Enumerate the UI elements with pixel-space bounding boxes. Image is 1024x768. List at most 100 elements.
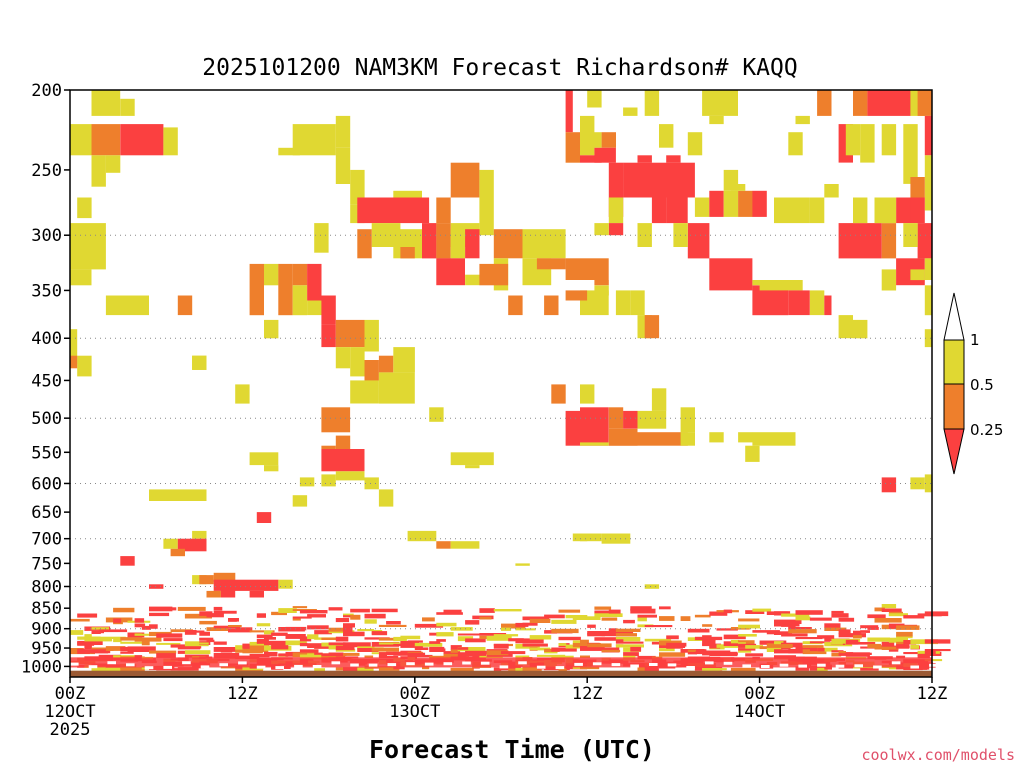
- low-level-streak: [824, 627, 847, 631]
- low-level-streak: [84, 634, 92, 639]
- y-tick-label: 800: [31, 577, 62, 597]
- low-level-streak: [343, 627, 353, 633]
- low-level-streak: [264, 651, 278, 657]
- low-level-streak: [465, 638, 486, 643]
- near-surface-gap: [350, 663, 359, 667]
- low-level-streak: [831, 613, 849, 618]
- low-level-streak: [745, 610, 765, 614]
- low-level-streak: [256, 613, 266, 618]
- heatmap-cell: [608, 407, 624, 429]
- heatmap-cell: [594, 280, 609, 286]
- low-level-streak: [781, 644, 793, 649]
- low-level-streak: [228, 625, 242, 628]
- heatmap-cell: [924, 285, 932, 316]
- low-level-streak: [465, 620, 480, 625]
- heatmap-cell: [163, 538, 178, 549]
- low-level-streak: [493, 667, 502, 673]
- low-level-streak: [896, 635, 913, 639]
- heatmap-cell: [881, 124, 897, 156]
- low-level-streak: [149, 650, 177, 654]
- heatmap-cell: [321, 324, 336, 348]
- heatmap-cell: [903, 124, 918, 184]
- low-level-streak: [594, 613, 623, 617]
- low-level-streak: [77, 650, 90, 654]
- heatmap-cell: [335, 147, 351, 184]
- low-level-streak: [752, 630, 780, 633]
- heatmap-cell: [565, 290, 588, 301]
- heatmap-cells: [70, 90, 932, 609]
- heatmap-cell: [709, 190, 724, 217]
- low-level-streak: [903, 640, 917, 645]
- low-level-streak: [350, 614, 361, 620]
- low-level-streaks: [70, 606, 951, 677]
- low-level-streak: [371, 647, 399, 652]
- low-level-streak: [364, 655, 374, 658]
- low-level-streak: [896, 644, 910, 649]
- heatmap-cell: [910, 477, 925, 490]
- heatmap-cell: [594, 223, 609, 236]
- heatmap-cell: [580, 442, 609, 446]
- heatmap-cell: [881, 604, 897, 609]
- heatmap-cell: [292, 285, 308, 316]
- low-level-streak: [285, 634, 306, 639]
- heatmap-cell: [249, 263, 264, 316]
- low-level-streak: [853, 652, 872, 655]
- heatmap-cell: [70, 223, 106, 270]
- heatmap-cell: [630, 290, 645, 316]
- heatmap-cell: [608, 223, 624, 236]
- low-level-streak: [522, 622, 538, 626]
- heatmap-cell: [745, 445, 760, 462]
- heatmap-cell: [105, 155, 121, 173]
- low-level-streak: [888, 613, 908, 617]
- heatmap-cell: [723, 190, 739, 217]
- low-level-streak: [817, 666, 828, 672]
- low-level-streak: [615, 644, 644, 648]
- heatmap-cell: [838, 315, 853, 339]
- low-level-streak: [105, 667, 130, 672]
- low-level-streak: [637, 666, 649, 672]
- low-level-streak: [235, 647, 244, 650]
- low-level-streak: [120, 641, 145, 644]
- low-level-streak: [264, 640, 291, 646]
- x-tick-label: 00Z: [55, 684, 86, 704]
- low-level-streak: [371, 631, 388, 636]
- near-surface-gap: [499, 665, 509, 669]
- low-level-streak: [896, 641, 905, 646]
- low-level-streak: [98, 654, 122, 658]
- low-level-streak: [522, 666, 542, 671]
- y-tick-label: 600: [31, 474, 62, 494]
- low-level-streak: [400, 635, 421, 640]
- low-level-streak: [508, 666, 521, 669]
- low-level-streak: [120, 667, 145, 672]
- x-tick-label: 2025: [50, 720, 91, 740]
- heatmap-cell: [615, 290, 631, 316]
- low-level-streak: [77, 641, 95, 646]
- x-tick-label: 12Z: [572, 684, 603, 704]
- heatmap-cell: [479, 263, 509, 286]
- low-level-streak: [651, 641, 662, 645]
- low-level-streak: [170, 629, 193, 633]
- low-level-streak: [77, 648, 85, 652]
- heatmap-cell: [450, 162, 480, 198]
- low-level-streak: [558, 643, 567, 646]
- low-level-streak: [637, 616, 647, 622]
- low-level-streak: [644, 638, 672, 642]
- low-level-streak: [105, 646, 126, 651]
- low-level-streak: [77, 613, 98, 618]
- heatmap-cell: [659, 124, 674, 148]
- low-level-streak: [924, 649, 951, 652]
- heatmap-cell: [450, 541, 480, 549]
- heatmap-cell: [709, 432, 724, 443]
- low-level-streak: [601, 617, 618, 621]
- low-level-streak: [666, 635, 679, 640]
- heatmap-cell: [637, 223, 652, 247]
- low-level-streak: [249, 648, 269, 653]
- near-surface-gap: [462, 661, 471, 665]
- low-level-streak: [213, 610, 237, 614]
- low-level-streak: [924, 611, 949, 617]
- low-level-streak: [335, 618, 350, 623]
- low-level-streak: [680, 616, 691, 621]
- low-level-streak: [443, 655, 455, 659]
- heatmap-cell: [515, 563, 530, 566]
- low-level-streak: [414, 642, 443, 647]
